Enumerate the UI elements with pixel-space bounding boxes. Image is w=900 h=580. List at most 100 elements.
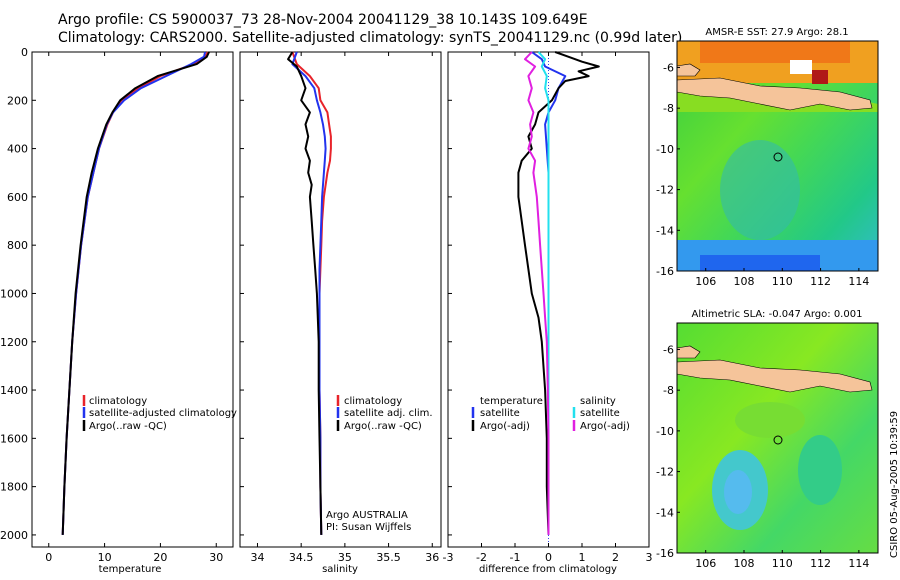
sst-map-y-ticks: -6 -8 -10 -12 -14 -16: [656, 61, 680, 278]
map-x-tick-label: 114: [848, 557, 869, 570]
x-tick-label: 1: [579, 551, 586, 564]
map-x-tick-label: 110: [772, 557, 793, 570]
x-tick-label: -2: [476, 551, 487, 564]
legend-label-climatology: climatology: [89, 396, 147, 407]
legend-label-argo: Argo(..raw -QC): [89, 421, 167, 432]
y-tick-label: 2000: [0, 529, 28, 542]
map-y-tick-label: -12: [656, 184, 674, 197]
title-line-1: Argo profile: CS 5900037_73 28-Nov-2004 …: [58, 12, 588, 28]
sla-map-image: [677, 323, 878, 553]
argo-position-marker: [773, 152, 783, 162]
salinity-axes-frame: [239, 51, 442, 548]
temperature-series: [61, 51, 210, 535]
sst-warm-core: [700, 41, 850, 63]
sst-map-image: [677, 41, 878, 271]
float-owner-annotation: Argo AUSTRALIA: [326, 510, 408, 521]
y-tick-label: 1200: [0, 336, 28, 349]
y-tick-label: 800: [7, 239, 28, 252]
y-tick-label: 1800: [0, 481, 28, 494]
map-x-tick-label: 108: [734, 557, 755, 570]
y-tick-label: 200: [7, 94, 28, 107]
sla-low-core: [724, 470, 752, 514]
map-y-tick-label: -10: [656, 143, 674, 156]
salinity-series: [287, 51, 332, 535]
map-x-tick-label: 106: [695, 557, 716, 570]
salinity-panel: 34 34.5 35 35.5 36 salinity climatology sate…: [239, 51, 442, 575]
sst-map-panel: AMSR-E SST: 27.9 Argo: 28.1 -6 -8 -10 -12 -1…: [656, 27, 879, 288]
legend-header-temperature: temperature: [480, 396, 543, 407]
sst-map-title: AMSR-E SST: 27.9 Argo: 28.1: [705, 27, 848, 38]
sumatra-landmass: [677, 345, 701, 359]
map-y-tick-label: -10: [656, 425, 674, 438]
map-y-tick-label: -16: [656, 547, 674, 560]
sla-map-title: Altimetric SLA: -0.047 Argo: 0.001: [692, 309, 863, 320]
difference-xlabel: difference from climatology: [479, 564, 617, 575]
map-y-tick-label: -16: [656, 265, 674, 278]
legend-label-sal-satellite: satellite: [580, 408, 620, 419]
x-tick-label: 35: [338, 551, 352, 564]
series-line-2: [61, 51, 210, 535]
x-tick-label: 20: [153, 551, 167, 564]
difference-series: [517, 51, 600, 535]
map-y-tick-label: -14: [656, 506, 674, 519]
x-tick-label: 10: [98, 551, 112, 564]
series-line-0: [291, 51, 332, 535]
sst-cold-core: [700, 255, 820, 271]
map-x-tick-label: 108: [734, 275, 755, 288]
map-x-tick-label: 114: [848, 275, 869, 288]
sla-field: [677, 323, 878, 553]
sla-east-eddy: [798, 435, 842, 505]
temperature-xlabel: temperature: [99, 564, 162, 575]
series-line-1: [61, 51, 207, 535]
float-pi-annotation: PI: Susan Wijffels: [326, 522, 411, 533]
sst-map-frame: [676, 40, 879, 272]
map-x-tick-label: 112: [810, 557, 831, 570]
x-tick-label: 2: [612, 551, 619, 564]
y-tick-label: 1400: [0, 384, 28, 397]
sla-high-band: [735, 402, 805, 438]
sla-map-panel: Altimetric SLA: -0.047 Argo: 0.001 -6-8-…: [656, 309, 879, 570]
salinity-legend: climatology satellite adj. clim. Argo(..…: [336, 395, 433, 432]
x-tick-label: 0: [545, 551, 552, 564]
temperature-axes-frame: [31, 51, 234, 548]
x-tick-label: 34: [250, 551, 264, 564]
series-line-3: [524, 51, 550, 535]
map-y-tick-label: -6: [663, 61, 674, 74]
series-line-2: [537, 51, 550, 535]
temperature-panel: 0 200 400 600 800 1000 1200 1400 1600 1800 2000 0 1…: [0, 46, 237, 575]
difference-legend: temperature satellite Argo(-adj) salinit…: [471, 396, 630, 432]
salinity-x-ticks: 34 34.5 35 35.5 36: [240, 51, 439, 564]
sst-missing-data: [790, 60, 812, 74]
x-tick-label: 34.5: [289, 551, 314, 564]
temperature-x-ticks: 0 10 20 30: [45, 52, 223, 564]
y-tick-label: 0: [21, 46, 28, 59]
temperature-legend: climatology satellite-adjusted climatolo…: [82, 395, 237, 432]
sst-eddy: [720, 140, 800, 240]
sst-map-x-ticks: 106 108 110 112 114: [695, 268, 869, 288]
x-tick-label: 0: [45, 551, 52, 564]
map-x-tick-label: 110: [772, 275, 793, 288]
legend-label-temp-satellite: satellite: [480, 408, 520, 419]
x-tick-label: 35.5: [376, 551, 401, 564]
x-tick-label: 36: [425, 551, 439, 564]
map-y-tick-label: -14: [656, 224, 674, 237]
credit-text: CSIRO 05-Aug-2005 10:39:59: [889, 411, 900, 558]
map-x-tick-label: 112: [810, 275, 831, 288]
legend-label-sal-argo: Argo(-adj): [580, 421, 630, 432]
title-line-2: Climatology: CARS2000. Satellite-adjuste…: [58, 30, 682, 46]
legend-label-satellite: satellite adj. clim.: [344, 408, 433, 419]
x-tick-label: -3: [443, 551, 454, 564]
difference-panel: -3 -2 -1 0 1 2 3 difference from climatology t…: [443, 51, 653, 575]
series-line-2: [287, 51, 323, 535]
difference-x-ticks: -3 -2 -1 0 1 2 3: [443, 51, 653, 564]
map-y-tick-label: -6: [663, 343, 674, 356]
temperature-y-ticks: 0 200 400 600 800 1000 1200 1400 1600 1800 2000: [0, 46, 36, 542]
legend-label-climatology: climatology: [344, 396, 402, 407]
y-tick-label: 1600: [0, 432, 28, 445]
sla-map-y-ticks: -6 -8 -10 -12 -14 -16: [656, 343, 680, 560]
y-tick-label: 1000: [0, 287, 28, 300]
x-tick-label: 3: [646, 551, 653, 564]
y-tick-label: 400: [7, 143, 28, 156]
x-tick-label: -1: [510, 551, 521, 564]
